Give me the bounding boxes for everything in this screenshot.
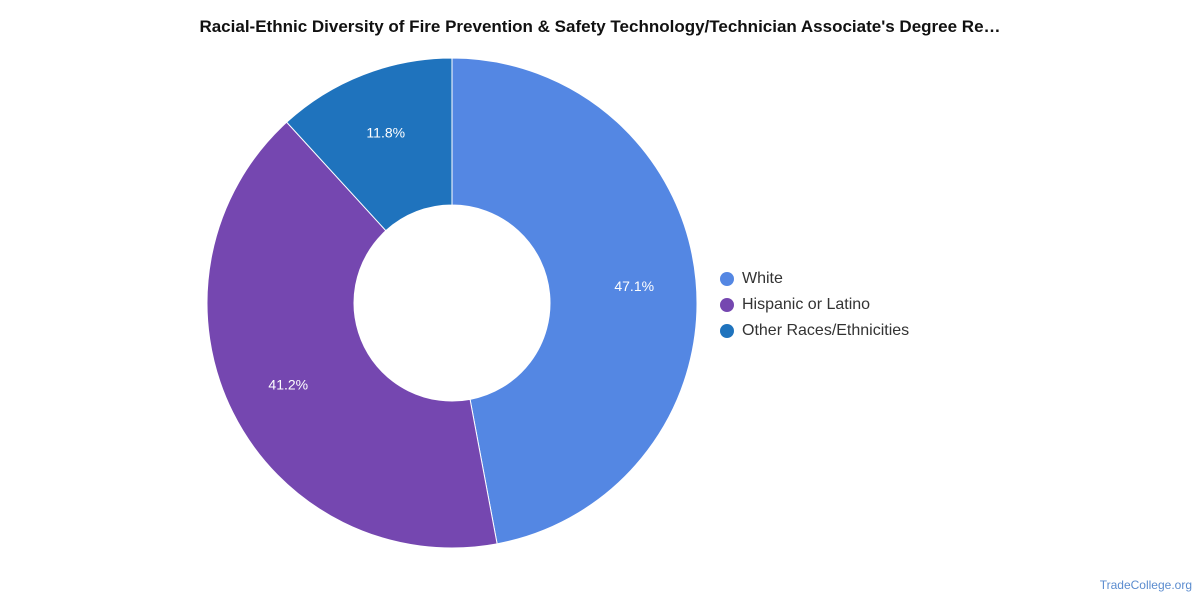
chart-legend: White Hispanic or Latino Other Races/Eth… [720, 266, 909, 344]
source-watermark[interactable]: TradeCollege.org [1099, 578, 1192, 592]
chart-title: Racial-Ethnic Diversity of Fire Preventi… [199, 17, 1001, 36]
legend-swatch-other-races [720, 324, 734, 338]
legend-swatch-hispanic-or-latino [720, 298, 734, 312]
legend-item-hispanic-or-latino[interactable]: Hispanic or Latino [720, 292, 909, 318]
slice-hispanic-or-latino[interactable] [206, 121, 498, 549]
legend-swatch-white [720, 272, 734, 286]
donut-slices [206, 57, 698, 549]
legend-item-white[interactable]: White [720, 266, 909, 292]
legend-label-other-races: Other Races/Ethnicities [742, 322, 910, 339]
slice-white[interactable] [451, 57, 698, 545]
legend-label-hispanic-or-latino: Hispanic or Latino [742, 296, 871, 313]
donut-labels: 47.1% 41.2% 11.8% [268, 124, 654, 392]
slice-label-hispanic-or-latino: 41.2% [268, 377, 308, 393]
legend-item-other-races[interactable]: Other Races/Ethnicities [720, 318, 909, 344]
slice-other-races-ethnicities[interactable] [285, 57, 453, 232]
slice-label-white: 47.1% [614, 278, 654, 294]
legend-label-white: White [742, 270, 783, 287]
slice-label-other-races-ethnicities: 11.8% [366, 124, 405, 140]
